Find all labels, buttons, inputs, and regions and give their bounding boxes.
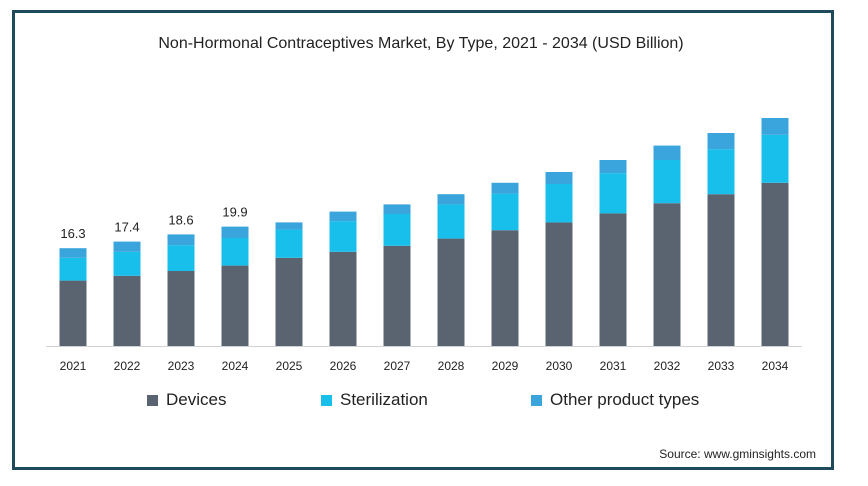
bar-sterilization-2028 [437, 204, 465, 239]
bar-other-product-types-2034 [761, 118, 789, 135]
source-note: Source: www.gminsights.com [659, 447, 816, 461]
bar-devices-2032 [653, 203, 681, 346]
x-tick-label-2029: 2029 [492, 359, 519, 373]
bar-sterilization-2031 [599, 173, 627, 214]
bar-devices-2025 [275, 257, 303, 346]
chart-legend: Devices Sterilization Other product type… [0, 390, 868, 416]
x-tick-label-2021: 2021 [60, 359, 87, 373]
bar-sterilization-2022 [113, 251, 141, 276]
chart-title: Non-Hormonal Contraceptives Market, By T… [158, 35, 684, 52]
bar-devices-2033 [707, 194, 735, 346]
x-tick-label-2024: 2024 [222, 359, 249, 373]
data-label-2022: 17.4 [114, 220, 139, 235]
bar-other-product-types-2032 [653, 145, 681, 160]
bar-sterilization-2026 [329, 221, 357, 252]
x-tick-label-2028: 2028 [438, 359, 465, 373]
bar-sterilization-2021 [59, 257, 87, 281]
legend-swatch-other-product-types [531, 394, 542, 406]
bar-other-product-types-2030 [545, 172, 573, 184]
bar-devices-2027 [383, 245, 411, 346]
x-tick-label-2034: 2034 [762, 359, 789, 373]
legend-swatch-sterilization [321, 394, 332, 406]
bar-sterilization-2029 [491, 193, 519, 231]
legend-item-devices: Devices [147, 390, 226, 410]
legend-item-other-product-types: Other product types [531, 390, 699, 410]
bar-sterilization-2034 [761, 134, 789, 183]
chart-frame [12, 10, 834, 470]
bar-other-product-types-2027 [383, 204, 411, 214]
legend-label-sterilization: Sterilization [340, 390, 428, 409]
bar-devices-2030 [545, 222, 573, 346]
x-tick-label-2031: 2031 [600, 359, 627, 373]
bar-devices-2029 [491, 230, 519, 346]
bar-other-product-types-2029 [491, 182, 519, 194]
x-tick-label-2026: 2026 [330, 359, 357, 373]
bar-other-product-types-2022 [113, 241, 141, 252]
bar-other-product-types-2033 [707, 133, 735, 150]
bar-sterilization-2030 [545, 184, 573, 223]
legend-item-sterilization: Sterilization [321, 390, 428, 410]
bar-other-product-types-2025 [275, 222, 303, 230]
x-tick-label-2032: 2032 [654, 359, 681, 373]
bar-devices-2022 [113, 275, 141, 346]
bar-sterilization-2027 [383, 214, 411, 246]
bar-devices-2034 [761, 182, 789, 346]
bar-sterilization-2024 [221, 238, 249, 266]
bar-sterilization-2033 [707, 149, 735, 195]
legend-label-devices: Devices [166, 390, 227, 409]
bar-sterilization-2032 [653, 160, 681, 204]
x-tick-label-2027: 2027 [384, 359, 411, 373]
bar-devices-2026 [329, 251, 357, 346]
legend-swatch-devices [147, 394, 158, 406]
data-label-2021: 16.3 [60, 226, 85, 241]
x-tick-label-2030: 2030 [546, 359, 573, 373]
bar-devices-2031 [599, 213, 627, 346]
bar-devices-2024 [221, 265, 249, 346]
data-label-2023: 18.6 [168, 212, 193, 227]
x-tick-label-2033: 2033 [708, 359, 735, 373]
bar-other-product-types-2028 [437, 194, 465, 205]
x-tick-label-2023: 2023 [168, 359, 195, 373]
legend-label-other-product-types: Other product types [550, 390, 700, 409]
bar-other-product-types-2026 [329, 211, 357, 222]
bar-devices-2021 [59, 280, 87, 346]
data-label-2024: 19.9 [222, 205, 247, 220]
bar-sterilization-2025 [275, 229, 303, 258]
bar-sterilization-2023 [167, 245, 195, 271]
bar-other-product-types-2023 [167, 234, 195, 246]
bar-other-product-types-2031 [599, 160, 627, 174]
bar-devices-2028 [437, 238, 465, 346]
x-tick-label-2025: 2025 [276, 359, 303, 373]
bar-other-product-types-2021 [59, 248, 87, 258]
bar-devices-2023 [167, 271, 195, 346]
bar-other-product-types-2024 [221, 226, 249, 238]
x-tick-label-2022: 2022 [114, 359, 141, 373]
